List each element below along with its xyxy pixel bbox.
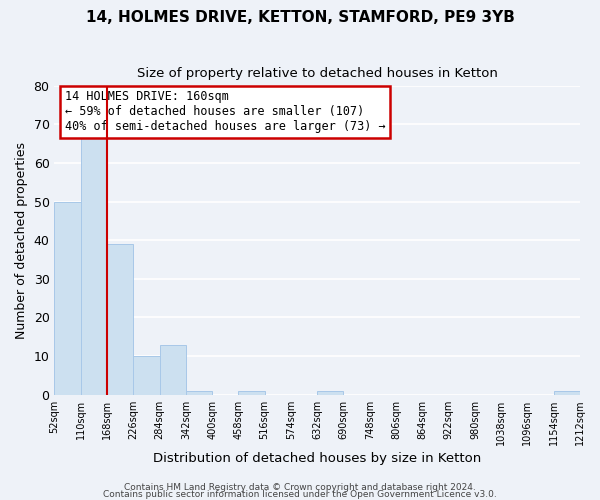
X-axis label: Distribution of detached houses by size in Ketton: Distribution of detached houses by size … [153,452,481,465]
Bar [55,202,80,394]
Text: Contains public sector information licensed under the Open Government Licence v3: Contains public sector information licen… [103,490,497,499]
Bar [554,391,580,394]
Bar [160,344,186,395]
Text: Contains HM Land Registry data © Crown copyright and database right 2024.: Contains HM Land Registry data © Crown c… [124,484,476,492]
Bar [133,356,160,395]
Title: Size of property relative to detached houses in Ketton: Size of property relative to detached ho… [137,68,497,80]
Text: 14 HOLMES DRIVE: 160sqm
← 59% of detached houses are smaller (107)
40% of semi-d: 14 HOLMES DRIVE: 160sqm ← 59% of detache… [65,90,386,134]
Y-axis label: Number of detached properties: Number of detached properties [15,142,28,339]
Bar [317,391,343,394]
Bar [80,136,107,394]
Bar [238,391,265,394]
Bar [107,244,133,394]
Bar [186,391,212,394]
Text: 14, HOLMES DRIVE, KETTON, STAMFORD, PE9 3YB: 14, HOLMES DRIVE, KETTON, STAMFORD, PE9 … [86,10,514,25]
